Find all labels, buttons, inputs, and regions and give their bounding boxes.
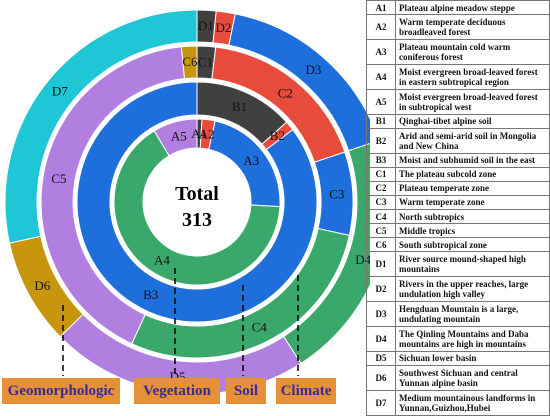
legend-description: Moist evergreen broad-leaved forest in s… bbox=[396, 89, 550, 114]
legend-description: North subtropics bbox=[396, 210, 550, 224]
legend-row: A2 Warm temperate deciduous broadleaved f… bbox=[367, 15, 550, 40]
segment-label-c1: C1 bbox=[198, 54, 213, 69]
legend-row: D2 Rivers in the upper reaches, large und… bbox=[367, 277, 550, 302]
segment-label-a4: A4 bbox=[154, 252, 170, 267]
legend-code: C4 bbox=[367, 210, 396, 224]
segment-label-d3: D3 bbox=[305, 62, 321, 77]
legend-row: D6 Southwest Sichuan and central Yunnan a… bbox=[367, 365, 550, 390]
legend-code: A2 bbox=[367, 15, 396, 40]
legend-description: Southwest Sichuan and central Yunnan alp… bbox=[396, 365, 550, 390]
legend-code: D5 bbox=[367, 351, 396, 365]
legend-code: D6 bbox=[367, 365, 396, 390]
segment-label-c6: C6 bbox=[182, 54, 198, 69]
category-geomorphologic: Geomorphologic bbox=[2, 378, 120, 404]
legend-code: C5 bbox=[367, 224, 396, 238]
legend-code: D1 bbox=[367, 252, 396, 277]
segment-label-b1: B1 bbox=[232, 99, 247, 114]
legend-code: B1 bbox=[367, 114, 396, 128]
legend-description: Warm temperate zone bbox=[396, 195, 550, 209]
legend-row: A4 Moist evergreen broad-leaved forest in… bbox=[367, 64, 550, 89]
segment-label-d1: D1 bbox=[198, 18, 214, 33]
legend-row: B3 Moist and subhumid soil in the east bbox=[367, 153, 550, 167]
center-title: Total bbox=[175, 183, 219, 205]
legend-description: Plateau alpine meadow steppe bbox=[396, 1, 550, 15]
legend-description: Rivers in the upper reaches, large undul… bbox=[396, 277, 550, 302]
legend-code: D7 bbox=[367, 390, 396, 415]
legend-row: D1 River source mound-shaped high mountai… bbox=[367, 252, 550, 277]
legend-row: C1 The plateau subcold zone bbox=[367, 167, 550, 181]
legend-description: Plateau mountain cold warm coniferous fo… bbox=[396, 39, 550, 64]
legend-code: C1 bbox=[367, 167, 396, 181]
legend-description: Qinghai-tibet alpine soil bbox=[396, 114, 550, 128]
legend-description: Middle tropics bbox=[396, 224, 550, 238]
legend-code: C6 bbox=[367, 238, 396, 252]
segment-label-a5: A5 bbox=[171, 128, 187, 143]
legend-code: A5 bbox=[367, 89, 396, 114]
legend-row: A3 Plateau mountain cold warm coniferous … bbox=[367, 39, 550, 64]
legend-description: Medium mountainous landforms in Yunnan,G… bbox=[396, 390, 550, 415]
legend-row: A1 Plateau alpine meadow steppe bbox=[367, 1, 550, 15]
segment-label-a2: A2 bbox=[199, 127, 215, 142]
legend-description: South subtropical zone bbox=[396, 238, 550, 252]
legend-row: B2 Arid and semi-arid soil in Mongolia an… bbox=[367, 128, 550, 153]
legend-row: D3 Hengduan Mountain is a large, undulati… bbox=[367, 302, 550, 327]
category-vegetation: Vegetation bbox=[134, 378, 220, 404]
legend-description: Warm temperate deciduous broadleaved for… bbox=[396, 15, 550, 40]
legend-code: A3 bbox=[367, 39, 396, 64]
legend-row: C5 Middle tropics bbox=[367, 224, 550, 238]
legend-description: Moist evergreen broad-leaved forest in e… bbox=[396, 64, 550, 89]
segment-label-a3: A3 bbox=[243, 153, 259, 168]
legend-row: C4 North subtropics bbox=[367, 210, 550, 224]
category-climate: Climate bbox=[276, 378, 336, 404]
segment-label-c3: C3 bbox=[329, 186, 344, 201]
legend-row: D5 Sichuan lower basin bbox=[367, 351, 550, 365]
legend-row: C6 South subtropical zone bbox=[367, 238, 550, 252]
legend-description: River source mound-shaped high mountains bbox=[396, 252, 550, 277]
legend-code: A4 bbox=[367, 64, 396, 89]
segment-label-b3: B3 bbox=[143, 287, 158, 302]
legend-row: D7 Medium mountainous landforms in Yunnan… bbox=[367, 390, 550, 415]
legend-table: A1 Plateau alpine meadow steppe A2 Warm tem… bbox=[366, 0, 550, 416]
legend-description: Sichuan lower basin bbox=[396, 351, 550, 365]
segment-label-d7: D7 bbox=[52, 84, 68, 99]
legend-description: Hengduan Mountain is a large, undulating… bbox=[396, 302, 550, 327]
legend-code: B3 bbox=[367, 153, 396, 167]
legend-code: D2 bbox=[367, 277, 396, 302]
segment-label-c5: C5 bbox=[51, 171, 66, 186]
legend-row: A5 Moist evergreen broad-leaved forest in… bbox=[367, 89, 550, 114]
legend-description: Moist and subhumid soil in the east bbox=[396, 153, 550, 167]
legend-row: C2 Plateau temperate zone bbox=[367, 181, 550, 195]
legend-description: The Qinling Mountains and Daba mountains… bbox=[396, 326, 550, 351]
legend-code: C2 bbox=[367, 181, 396, 195]
legend-code: D4 bbox=[367, 326, 396, 351]
segment-label-c4: C4 bbox=[252, 319, 268, 334]
legend-description: The plateau subcold zone bbox=[396, 167, 550, 181]
segment-label-d6: D6 bbox=[34, 278, 50, 293]
legend-row: D4 The Qinling Mountains and Daba mountai… bbox=[367, 326, 550, 351]
legend-description: Plateau temperate zone bbox=[396, 181, 550, 195]
legend-code: A1 bbox=[367, 1, 396, 15]
segment-label-b2: B2 bbox=[270, 128, 285, 143]
legend-code: D3 bbox=[367, 302, 396, 327]
legend-row: B1 Qinghai-tibet alpine soil bbox=[367, 114, 550, 128]
center-value: 313 bbox=[182, 209, 212, 231]
legend-description: Arid and semi-arid soil in Mongolia and … bbox=[396, 128, 550, 153]
legend-row: C3 Warm temperate zone bbox=[367, 195, 550, 209]
legend-code: B2 bbox=[367, 128, 396, 153]
segment-label-c2: C2 bbox=[278, 85, 293, 100]
segment-label-d2: D2 bbox=[215, 20, 231, 35]
legend-code: C3 bbox=[367, 195, 396, 209]
category-soil: Soil bbox=[226, 378, 266, 404]
